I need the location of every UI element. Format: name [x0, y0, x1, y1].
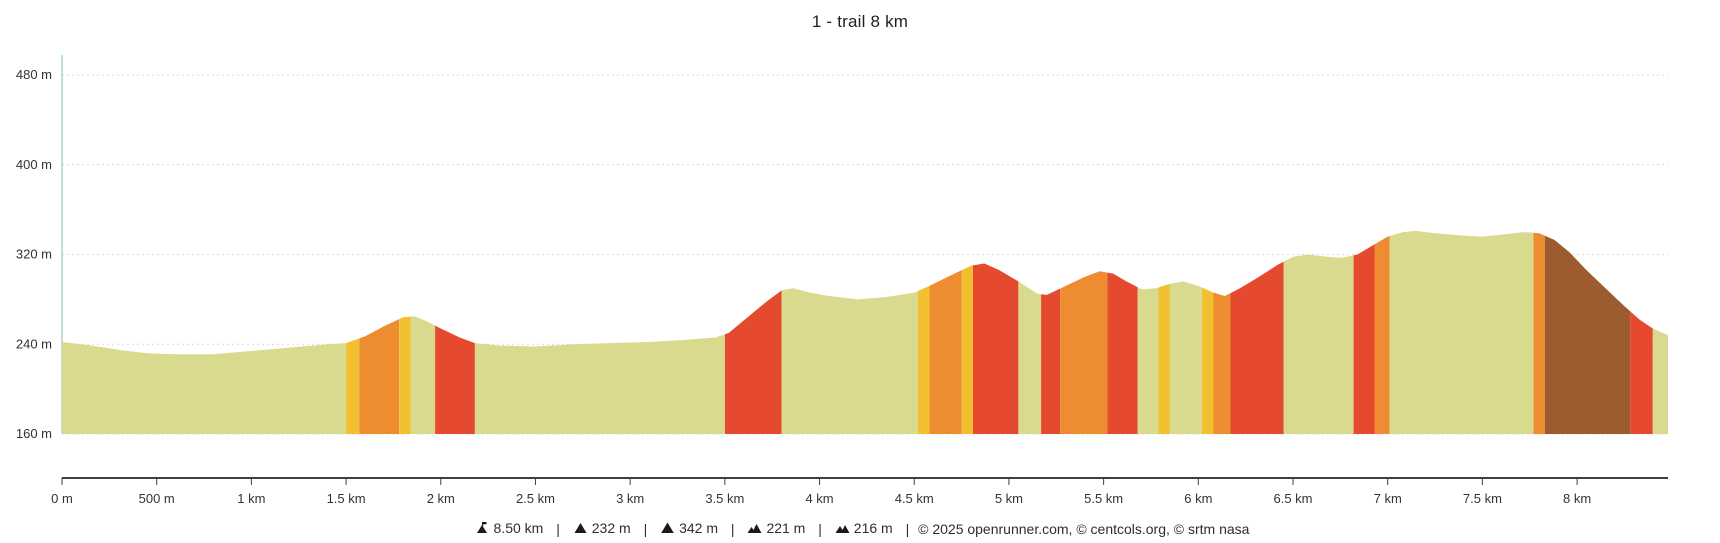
elevation-segment-base [1389, 230, 1534, 434]
x-axis-label: 4.5 km [895, 491, 934, 506]
x-axis-label: 5.5 km [1084, 491, 1123, 506]
y-axis-label: 480 m [16, 67, 52, 82]
x-axis-label: 2 km [427, 491, 455, 506]
elevation-segment-yellow [399, 316, 411, 434]
y-axis-label: 400 m [16, 157, 52, 172]
elevation-segment-base [474, 334, 725, 434]
x-axis-label: 8 km [1563, 491, 1591, 506]
stat-value: 232 m [591, 520, 631, 536]
stat-value: 8.50 km [493, 520, 544, 536]
elevation-segment-red [1107, 272, 1138, 434]
x-axis-label: 500 m [139, 491, 175, 506]
elevation-segment-orange [1533, 232, 1545, 434]
elevation-segment-base [1169, 281, 1203, 434]
stat-value: 221 m [766, 520, 806, 536]
elevation-segment-base [1137, 287, 1159, 434]
elevation-segment-orange [1374, 236, 1390, 434]
elevation-segment-red [1630, 311, 1653, 434]
x-axis-label: 1.5 km [327, 491, 366, 506]
stat-max-elevation: 342 m [660, 520, 718, 536]
separator: | [905, 521, 910, 537]
y-axis-label: 320 m [16, 247, 52, 262]
elevation-segment-red [1353, 244, 1375, 434]
x-axis-label: 1 km [237, 491, 265, 506]
elevation-segment-red [1230, 261, 1284, 434]
elevation-segment-orange [1060, 271, 1108, 434]
elevation-segment-orange [929, 270, 962, 434]
elevation-segment-base [410, 316, 436, 434]
max-elevation-icon [661, 522, 674, 533]
elevation-segment-yellow [1158, 283, 1170, 434]
x-axis-label: 2.5 km [516, 491, 555, 506]
x-axis-label: 6 km [1184, 491, 1212, 506]
distance-icon [476, 522, 487, 533]
elevation-segment-red [724, 290, 782, 434]
elevation-segment-orange [1213, 292, 1231, 434]
min-elevation-icon [835, 525, 850, 533]
x-axis-label: 7 km [1374, 491, 1402, 506]
separator: | [643, 521, 648, 537]
stat-value: 342 m [679, 520, 719, 536]
ascent-icon [574, 523, 587, 533]
stat-ascent: 232 m [573, 520, 631, 536]
elevation-segment-base [1283, 254, 1354, 434]
stat-min-elevation: 216 m [835, 520, 893, 536]
separator: | [730, 521, 735, 537]
elevation-segment-orange [359, 319, 400, 434]
x-axis-label: 5 km [995, 491, 1023, 506]
elevation-segment-yellow [961, 265, 973, 434]
elevation-segment-red [435, 325, 475, 434]
stat-distance: 8.50 km [475, 520, 544, 536]
stat-value: 216 m [853, 520, 893, 536]
x-axis-label: 3 km [616, 491, 644, 506]
separator: | [818, 521, 822, 537]
elevation-segment-red [1041, 288, 1061, 434]
copyright: © 2025 openrunner.com, © centcols.org, ©… [918, 521, 1250, 537]
y-axis-label: 160 m [16, 426, 52, 441]
descent-icon [747, 524, 762, 533]
chart-title: 1 - trail 8 km [811, 12, 909, 31]
x-axis-label: 4 km [805, 491, 833, 506]
elevation-segment-yellow [918, 285, 930, 434]
elevation-segment-yellow [1202, 287, 1214, 434]
route-stats-footer: 8.50 km | 232 m | 342 m | 221 m | [0, 520, 1720, 537]
x-axis-label: 3.5 km [705, 491, 744, 506]
separator: | [556, 521, 560, 537]
y-axis-label: 240 m [16, 336, 52, 351]
elevation-segment-yellow [346, 338, 360, 434]
elevation-segment-base [1018, 281, 1042, 434]
stat-descent: 221 m [747, 520, 805, 536]
elevation-segment-base [781, 288, 918, 434]
elevation-segment-base [62, 342, 347, 434]
elevation-segment-base [1652, 328, 1668, 434]
x-axis-label: 0 m [51, 491, 73, 506]
elevation-segment-red [973, 263, 1019, 434]
x-axis-label: 6.5 km [1274, 491, 1313, 506]
x-axis-label: 7.5 km [1463, 491, 1502, 506]
elevation-segment-brown [1544, 235, 1631, 434]
